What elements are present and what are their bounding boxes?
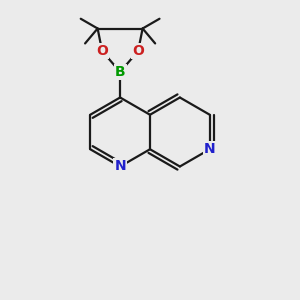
Text: N: N (114, 160, 126, 173)
Text: B: B (115, 65, 125, 79)
Text: N: N (204, 142, 216, 156)
Text: O: O (132, 44, 144, 58)
Text: O: O (96, 44, 108, 58)
